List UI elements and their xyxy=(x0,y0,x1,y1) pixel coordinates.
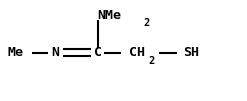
Text: 2: 2 xyxy=(149,56,155,66)
Text: SH: SH xyxy=(184,46,199,59)
Text: Me: Me xyxy=(7,46,23,59)
Text: 2: 2 xyxy=(144,18,150,28)
Text: C: C xyxy=(94,46,102,59)
Text: NMe: NMe xyxy=(98,9,122,22)
Text: N: N xyxy=(52,46,60,59)
Text: CH: CH xyxy=(129,46,145,59)
